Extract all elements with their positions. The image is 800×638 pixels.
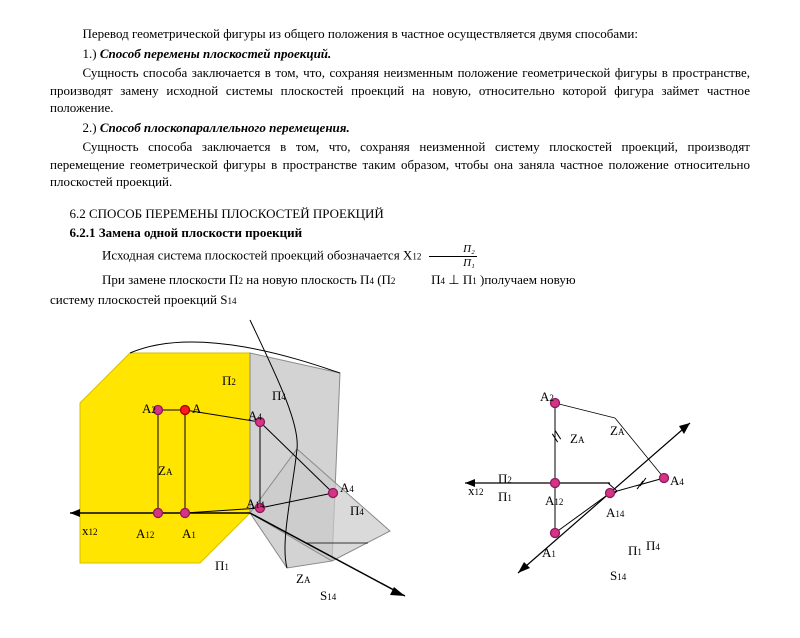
diagram-label: S14 [610,568,626,584]
intro-p1: Перевод геометрической фигуры из общего … [50,25,750,43]
diagram-label: ZA [158,463,172,479]
diagram-label: A4 [340,480,354,496]
diagram-label: A12 [136,526,154,542]
diagram-label: A4 [670,473,684,489]
diagram-label: ZA [570,431,584,447]
diagram-label: A4 [248,408,262,424]
diagrams-svg [50,313,750,613]
p7: При замене плоскости П2 на новую плоскос… [70,271,751,289]
diagram-label: ZA [610,423,624,439]
diagram-label: П2 [222,373,236,389]
diagram-label: A2 [142,401,156,417]
diagram-label: П4 [272,388,286,404]
m2-desc: Сущность способа заключается в том, что,… [50,138,750,191]
diagram-label: A [192,401,201,417]
m2-num: 2.) [83,120,100,135]
m2-title: Способ плоскопараллельного перемещения. [100,120,350,135]
diagrams-area: П2П4П4П1AA2A4A4A14A12A1ZAZAx12S14A2A12A1… [50,313,750,613]
diagram-label: A2 [540,389,554,405]
diagram-label: A1 [182,526,196,542]
diagram-label: П4 [646,538,660,554]
diagram-label: A14 [246,496,264,512]
m1-desc: Сущность способа заключается в том, что,… [50,64,750,117]
diagram-label: A1 [542,545,556,561]
method-1: 1.) Способ перемены плоскостей проекций. [50,45,750,63]
diagram-label: x12 [82,523,98,539]
diagram-label: ZA [296,571,310,587]
m1-title: Способ перемены плоскостей проекций. [100,46,331,61]
diagram-label: П1 [498,489,512,505]
p8: систему плоскостей проекций S14 [50,291,750,309]
diagram-label: П2 [498,471,512,487]
diagram-label: S14 [320,588,336,604]
heading-6-2-1: 6.2.1 Замена одной плоскости проекций [70,224,751,242]
diagram-label: A12 [545,493,563,509]
diagram-label: П1 [215,558,229,574]
fraction: П₂ П₁ [429,244,477,269]
diagram-label: П4 [350,503,364,519]
m1-num: 1.) [83,46,100,61]
diagram-label: x12 [468,483,484,499]
diagram-label: A14 [606,505,624,521]
method-2: 2.) Способ плоскопараллельного перемещен… [50,119,750,137]
heading-6-2: 6.2 СПОСОБ ПЕРЕМЕНЫ ПЛОСКОСТЕЙ ПРОЕКЦИЙ [70,205,751,223]
diagram-label: П1 [628,543,642,559]
p6: Исходная система плоскостей проекций обо… [70,244,751,269]
